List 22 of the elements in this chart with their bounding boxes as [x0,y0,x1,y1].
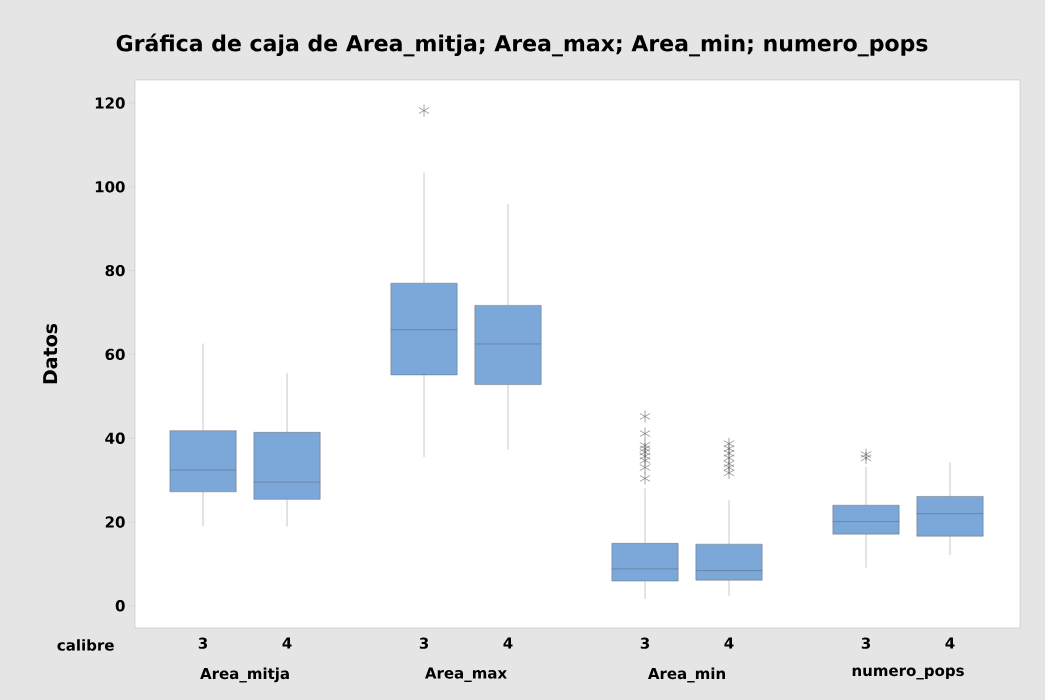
x-tick-label: 4 [282,637,292,649]
x-tick-label: 4 [724,637,734,649]
x-axis-title: calibre [57,639,114,651]
y-tick-label: 20 [105,516,125,528]
y-tick-label: 120 [95,97,125,109]
y-axis-title: Datos [43,323,58,384]
chart-title: Gráfica de caja de Area_mitja; Area_max; Area_min; numero_pops [116,33,928,57]
y-tick-label: 40 [105,432,125,444]
text: Area_mitja [200,667,289,683]
x-tick-label: 4 [945,637,955,649]
y-tick-label: 80 [105,264,125,277]
x-tick-label: 4 [503,637,513,649]
y-tick-label: 0 [115,600,125,612]
x-tick-label: 3 [198,637,208,649]
y-tick-label: 100 [95,181,125,193]
y-tick-label: 60 [105,348,125,361]
text: Area_max [424,667,507,682]
x-tick-label: 3 [861,637,871,649]
x-tick-label: 3 [419,637,429,649]
text: Area_min [647,667,725,683]
text: numero_pops [852,667,964,680]
x-tick-label: 3 [640,637,650,649]
